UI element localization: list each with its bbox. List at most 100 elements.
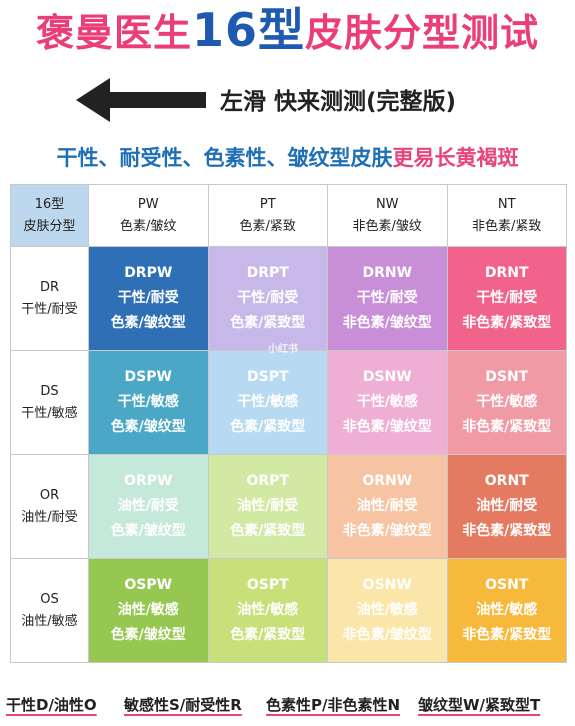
type-code: OSNW	[362, 577, 412, 593]
column-header-nw: NW 非色素/皱纹	[327, 184, 448, 247]
type-code: DSPT	[246, 369, 289, 385]
row-header-ds: DS 干性/敏感	[10, 350, 89, 455]
legend-item: 敏感性S/耐受性R	[124, 696, 242, 714]
type-code: DSNW	[362, 369, 412, 385]
type-cell-drnt: DRNT 干性/耐受 非色素/紧致型	[446, 246, 567, 351]
type-cell-ornw: ORNW 油性/耐受 非色素/皱纹型	[327, 454, 448, 559]
type-cell-osnt: OSNT 油性/敏感 非色素/紧致型	[446, 558, 567, 663]
column-header-pt: PT 色素/紧致	[207, 184, 328, 247]
type-cell-drpt: DRPT 干性/耐受 色素/紧致型	[207, 246, 328, 351]
subtitle: 干性、耐受性、色素性、皱纹型皮肤更易长黄褐斑	[0, 142, 575, 172]
subtitle-main: 干性、耐受性、色素性、皱纹型皮肤	[56, 146, 393, 170]
row-desc: 干性/耐受	[21, 301, 78, 317]
type-line-1: 干性/敏感	[356, 394, 418, 410]
type-code: DRPW	[124, 265, 173, 281]
swipe-hint[interactable]: 左滑 快来测测(完整版)	[0, 72, 575, 128]
type-line-1: 油性/耐受	[237, 498, 299, 514]
type-line-1: 干性/敏感	[117, 394, 179, 410]
type-line-1: 油性/敏感	[237, 602, 299, 618]
legend-item: 色素性P/非色素性N	[266, 696, 401, 714]
type-code: DRPT	[246, 265, 289, 281]
type-line-1: 干性/耐受	[117, 290, 179, 306]
type-line-2: 色素/紧致型	[230, 523, 306, 539]
legend-item: 皱纹型W/紧致型T	[418, 696, 541, 714]
type-line-2: 非色素/皱纹型	[342, 627, 432, 643]
column-desc: 色素/紧致	[239, 218, 296, 234]
type-cell-drnw: DRNW 干性/耐受 非色素/皱纹型	[327, 246, 448, 351]
type-code: DRNW	[362, 265, 413, 281]
type-line-1: 干性/耐受	[476, 290, 538, 306]
row-header-dr: DR 干性/耐受	[10, 246, 89, 351]
type-code: ORNW	[362, 473, 413, 489]
type-line-1: 油性/敏感	[356, 602, 418, 618]
type-line-1: 油性/耐受	[476, 498, 538, 514]
type-cell-ornt: ORNT 油性/耐受 非色素/紧致型	[446, 454, 567, 559]
type-code: DSNT	[485, 369, 529, 385]
type-line-2: 非色素/皱纹型	[342, 523, 432, 539]
type-line-2: 非色素/紧致型	[462, 315, 552, 331]
type-code: DRNT	[484, 265, 529, 281]
column-desc: 色素/皱纹	[120, 218, 177, 234]
type-cell-dspw: DSPW 干性/敏感 色素/皱纹型	[88, 350, 209, 455]
type-line-1: 干性/敏感	[237, 394, 299, 410]
type-line-2: 非色素/皱纹型	[342, 315, 432, 331]
type-code: OSPW	[124, 577, 173, 593]
corner-header: 16型 皮肤分型	[10, 184, 89, 247]
column-desc: 非色素/紧致	[472, 218, 542, 234]
column-code: PW	[137, 196, 159, 212]
type-cell-orpw: ORPW 油性/耐受 色素/皱纹型	[88, 454, 209, 559]
column-desc: 非色素/皱纹	[352, 218, 422, 234]
type-cell-osnw: OSNW 油性/敏感 非色素/皱纹型	[327, 558, 448, 663]
type-line-1: 干性/敏感	[476, 394, 538, 410]
type-line-2: 色素/紧致型	[230, 419, 306, 435]
type-line-2: 色素/紧致型	[230, 315, 306, 331]
type-line-1: 油性/敏感	[476, 602, 538, 618]
type-cell-dspt: DSPT 干性/敏感 色素/紧致型	[207, 350, 328, 455]
subtitle-highlight: 更易长黄褐斑	[392, 146, 519, 170]
swipe-hint-text: 左滑 快来测测(完整版)	[220, 89, 457, 115]
skin-type-grid: 16型 皮肤分型 PW 色素/皱纹 PT 色素/紧致 NW 非色素/皱纹 NT …	[10, 184, 567, 663]
title-part-2: 16型	[191, 3, 305, 57]
watermark: 小红书	[268, 344, 298, 355]
legend-item: 干性D/油性O	[6, 696, 97, 714]
corner-line-2: 皮肤分型	[23, 218, 76, 234]
row-code: OS	[40, 591, 59, 607]
type-line-1: 干性/耐受	[237, 290, 299, 306]
type-code: DSPW	[124, 369, 172, 385]
table-row: DR 干性/耐受 DRPW 干性/耐受 色素/皱纹型 DRPT 干性/耐受 色素…	[10, 246, 567, 351]
column-header-nt: NT 非色素/紧致	[446, 184, 567, 247]
type-line-2: 色素/皱纹型	[110, 627, 186, 643]
type-line-1: 油性/耐受	[356, 498, 418, 514]
row-desc: 油性/敏感	[21, 613, 78, 629]
table-row: OS 油性/敏感 OSPW 油性/敏感 色素/皱纹型 OSPT 油性/敏感 色素…	[10, 558, 567, 663]
row-code: OR	[39, 487, 60, 503]
left-arrow-icon	[76, 78, 206, 122]
type-line-2: 色素/紧致型	[230, 627, 306, 643]
title-part-3: 皮肤分型测试	[305, 11, 540, 55]
type-code: ORNT	[484, 473, 529, 489]
type-line-2: 非色素/紧致型	[462, 627, 552, 643]
page-title: 褒曼医生16型皮肤分型测试	[0, 2, 575, 61]
column-code: PT	[259, 196, 276, 212]
type-cell-drpw: DRPW 干性/耐受 色素/皱纹型	[88, 246, 209, 351]
corner-line-1: 16型	[34, 196, 65, 212]
row-desc: 干性/敏感	[21, 405, 78, 421]
type-code: OSPT	[246, 577, 289, 593]
row-desc: 油性/耐受	[21, 509, 78, 525]
type-cell-orpt: ORPT 油性/耐受 色素/紧致型	[207, 454, 328, 559]
header-row: 16型 皮肤分型 PW 色素/皱纹 PT 色素/紧致 NW 非色素/皱纹 NT …	[10, 184, 567, 247]
type-cell-dsnw: DSNW 干性/敏感 非色素/皱纹型	[327, 350, 448, 455]
type-line-2: 色素/皱纹型	[110, 419, 186, 435]
type-cell-ospt: OSPT 油性/敏感 色素/紧致型	[207, 558, 328, 663]
type-line-1: 干性/耐受	[356, 290, 418, 306]
type-line-2: 非色素/皱纹型	[342, 419, 432, 435]
type-cell-ospw: OSPW 油性/敏感 色素/皱纹型	[88, 558, 209, 663]
column-header-pw: PW 色素/皱纹	[88, 184, 209, 247]
table-row: DS 干性/敏感 DSPW 干性/敏感 色素/皱纹型 DSPT 干性/敏感 色素…	[10, 350, 567, 455]
row-header-or: OR 油性/耐受	[10, 454, 89, 559]
column-code: NW	[375, 196, 399, 212]
type-cell-dsnt: DSNT 干性/敏感 非色素/紧致型	[446, 350, 567, 455]
type-line-1: 油性/耐受	[117, 498, 179, 514]
type-line-2: 非色素/紧致型	[462, 523, 552, 539]
column-code: NT	[497, 196, 516, 212]
